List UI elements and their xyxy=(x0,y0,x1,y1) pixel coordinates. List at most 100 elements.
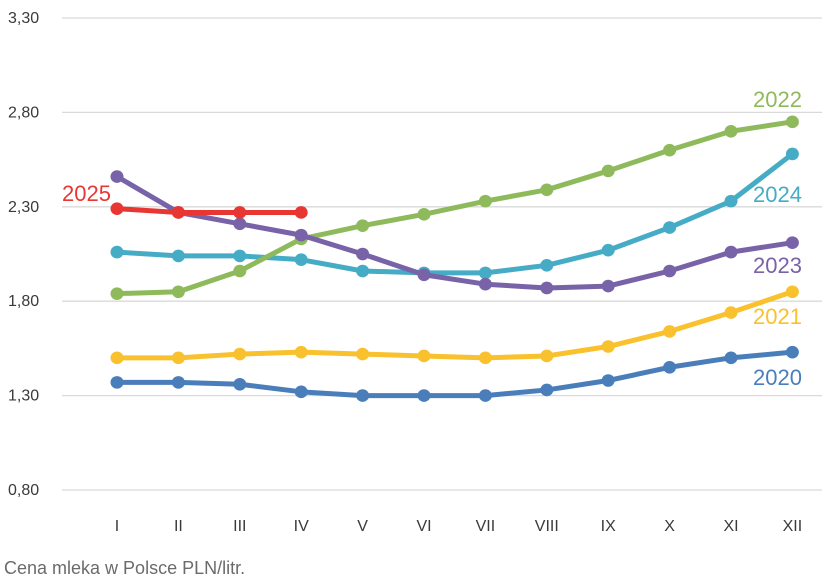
data-point xyxy=(110,170,124,183)
series-line-2020 xyxy=(114,349,795,399)
x-tick-label: IX xyxy=(601,518,616,535)
series-label-2025: 2025 xyxy=(62,181,111,206)
series-line-2024 xyxy=(114,151,795,276)
x-tick-label: VIII xyxy=(535,518,559,535)
x-tick-label: VI xyxy=(416,518,431,535)
data-point xyxy=(233,347,247,361)
data-point xyxy=(110,376,124,389)
data-point xyxy=(294,228,308,242)
series-2020 xyxy=(110,345,799,402)
x-tick-label: XI xyxy=(723,518,738,535)
data-point xyxy=(601,340,615,353)
data-point xyxy=(233,206,247,219)
data-point xyxy=(540,349,554,363)
x-tick-label: V xyxy=(357,518,368,535)
data-point xyxy=(785,345,799,359)
data-point xyxy=(601,243,615,257)
x-tick-label: VII xyxy=(476,518,496,535)
data-point xyxy=(417,208,431,221)
data-point xyxy=(294,206,308,219)
y-tick-label: 0,80 xyxy=(8,482,39,499)
series-line-2023 xyxy=(114,174,795,291)
data-point xyxy=(294,385,308,399)
x-tick-label: III xyxy=(233,518,246,535)
data-point xyxy=(540,183,554,197)
data-point xyxy=(294,345,308,359)
x-tick-label: X xyxy=(664,518,675,535)
data-point xyxy=(724,124,738,138)
data-point xyxy=(233,377,247,391)
data-point xyxy=(417,349,431,363)
data-point xyxy=(601,374,615,387)
data-point xyxy=(233,249,247,263)
data-point xyxy=(785,147,799,161)
data-point xyxy=(171,206,185,219)
series-2025 xyxy=(110,202,308,219)
data-point xyxy=(601,279,615,293)
data-point xyxy=(110,202,124,215)
y-tick-label: 3,30 xyxy=(8,10,39,27)
data-point xyxy=(356,247,370,261)
x-axis-ticks: I II III IV V VI VII VIII IX X XI XII xyxy=(115,518,802,535)
chart-caption: Cena mleka w Polsce PLN/litr. xyxy=(4,558,246,578)
data-point xyxy=(110,351,124,365)
series-line-2022 xyxy=(114,119,795,297)
data-point xyxy=(785,285,799,299)
data-point xyxy=(663,143,677,157)
data-point xyxy=(540,259,554,272)
data-point xyxy=(663,325,677,338)
series-line-2021 xyxy=(114,289,795,361)
data-point xyxy=(356,219,370,232)
series-group xyxy=(110,115,799,402)
data-point xyxy=(663,264,677,278)
data-point xyxy=(724,245,738,259)
y-tick-label: 1,30 xyxy=(8,388,39,405)
data-point xyxy=(356,347,370,361)
data-point xyxy=(171,249,185,263)
x-tick-label: I xyxy=(115,518,119,535)
data-point xyxy=(785,115,799,129)
data-point xyxy=(724,306,738,319)
x-tick-label: XII xyxy=(783,518,803,535)
series-label-2020: 2020 xyxy=(753,365,802,390)
data-point xyxy=(110,287,124,300)
data-point xyxy=(540,281,554,295)
data-point xyxy=(663,360,677,374)
series-label-2023: 2023 xyxy=(753,253,802,278)
y-axis-ticks: 3,30 2,80 2,30 1,80 1,30 0,80 xyxy=(8,10,39,499)
data-point xyxy=(417,389,431,402)
data-point xyxy=(478,389,492,402)
data-point xyxy=(724,351,738,365)
series-2021 xyxy=(110,285,799,365)
data-point xyxy=(724,194,738,208)
series-label-2021: 2021 xyxy=(753,304,802,329)
data-point xyxy=(601,164,615,178)
series-2023 xyxy=(110,170,799,295)
data-point xyxy=(356,264,370,278)
series-labels: 2020 2021 2022 2023 2024 2025 xyxy=(62,87,802,390)
y-tick-label: 2,80 xyxy=(8,104,39,121)
data-point xyxy=(478,266,492,280)
data-point xyxy=(294,253,308,266)
series-line-2025 xyxy=(114,206,304,215)
series-label-2022: 2022 xyxy=(753,87,802,112)
x-tick-label: IV xyxy=(294,518,309,535)
data-point xyxy=(540,383,554,397)
data-point xyxy=(356,389,370,402)
data-point xyxy=(478,351,492,365)
data-point xyxy=(478,277,492,291)
y-tick-label: 1,80 xyxy=(8,293,39,310)
data-point xyxy=(171,285,185,299)
data-point xyxy=(171,376,185,389)
data-point xyxy=(417,268,431,282)
data-point xyxy=(478,194,492,208)
data-point xyxy=(233,217,247,231)
series-2022 xyxy=(110,115,799,300)
data-point xyxy=(663,221,677,234)
data-point xyxy=(110,245,124,259)
series-label-2024: 2024 xyxy=(753,182,802,207)
y-tick-label: 2,30 xyxy=(8,199,39,216)
data-point xyxy=(171,351,185,365)
